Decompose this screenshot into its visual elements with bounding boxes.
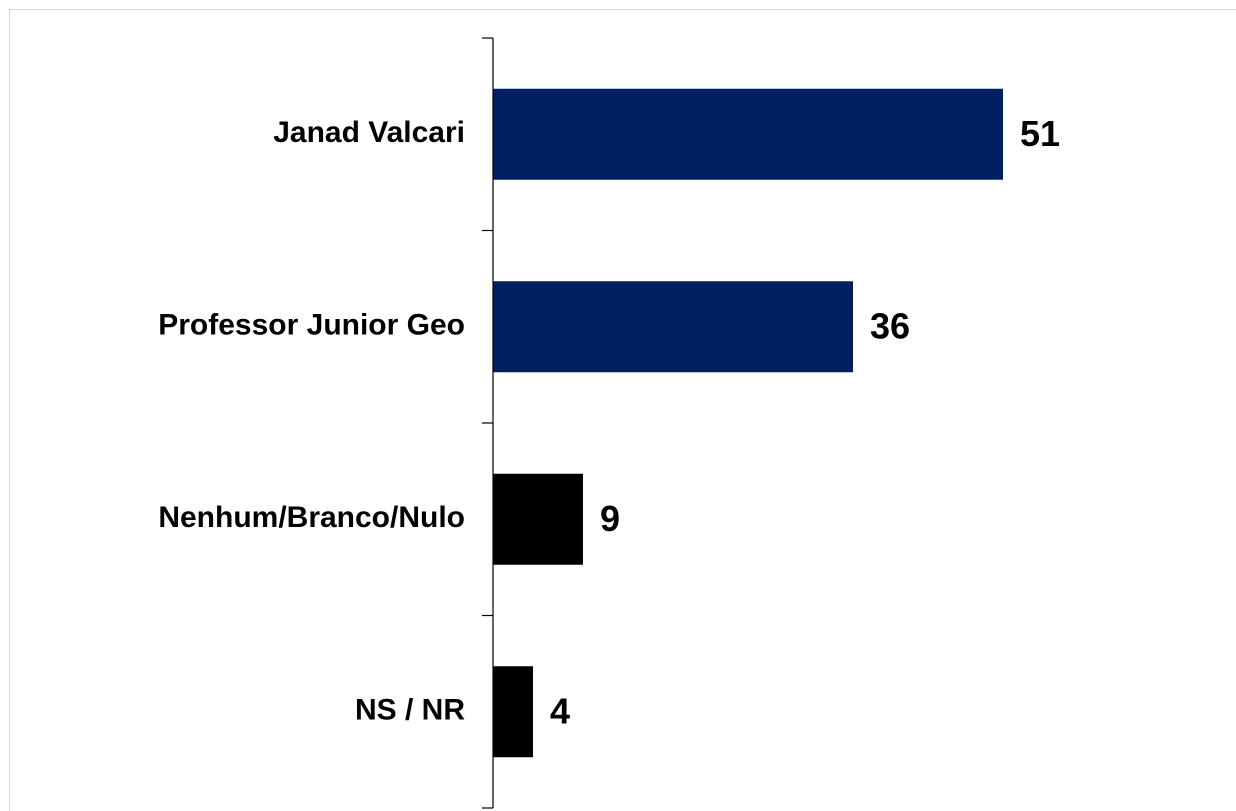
category-label: Professor Junior Geo — [158, 309, 465, 342]
category-label: Janad Valcari — [273, 116, 465, 149]
data-label: 9 — [600, 498, 620, 539]
bar — [493, 88, 1003, 180]
bar — [493, 666, 533, 758]
bar — [493, 281, 853, 373]
category-label: NS / NR — [355, 694, 465, 727]
data-label: 4 — [550, 690, 570, 731]
category-label: Nenhum/Branco/Nulo — [158, 501, 465, 534]
plot-area — [493, 88, 1003, 758]
data-label: 51 — [1020, 113, 1060, 154]
data-label: 36 — [870, 305, 910, 346]
chart-frame — [9, 9, 1236, 811]
bar — [493, 473, 583, 565]
